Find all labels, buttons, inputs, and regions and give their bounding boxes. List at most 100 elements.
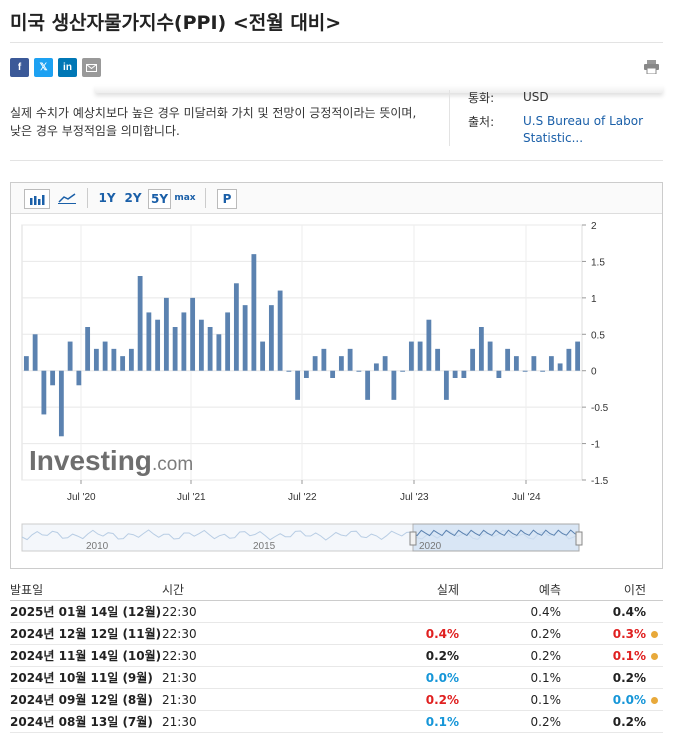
toolbar-separator <box>205 188 206 208</box>
bar <box>58 370 64 437</box>
bar <box>23 356 29 371</box>
bar <box>417 341 423 371</box>
info-panel-edge <box>95 85 663 93</box>
bar <box>382 356 388 371</box>
bar <box>452 370 458 378</box>
navigator-selected-series <box>412 529 580 537</box>
row-time: 21:30 <box>162 666 382 689</box>
linkedin-icon[interactable]: in <box>58 58 77 77</box>
row-previous: 0.3% <box>561 622 646 645</box>
bar <box>190 297 196 371</box>
divider <box>449 90 450 146</box>
y-tick-label: 2 <box>591 221 597 232</box>
alert-dot-icon[interactable] <box>651 630 658 638</box>
row-actual: 0.4% <box>382 622 459 645</box>
bar <box>181 312 187 371</box>
y-tick-label: -1 <box>591 440 600 451</box>
ppi-bar-chart: 2 1.5 1 0.5 0 -0.5 -1 -1.5 Jul '20 Jul '21 Jul '22… <box>21 221 609 552</box>
alert-dot-icon[interactable] <box>651 696 658 704</box>
bar <box>566 348 572 371</box>
row-forecast: 0.4% <box>459 600 561 623</box>
source-row: 출처: U.S Bureau of Labor Statistic... <box>468 113 643 145</box>
row-forecast: 0.1% <box>459 688 561 711</box>
header-date[interactable]: 발표일 <box>10 578 162 601</box>
row-time: 22:30 <box>162 600 382 623</box>
navigator-handle[interactable] <box>409 531 417 546</box>
bar <box>312 356 318 371</box>
header-previous[interactable]: 이전 <box>561 578 646 601</box>
table-row: 2025년 01월 14일 (12월) 22:30 0.4% 0.4% <box>10 600 663 623</box>
alert-dot-icon[interactable] <box>651 652 658 660</box>
row-forecast: 0.1% <box>459 666 561 689</box>
bar <box>225 312 231 371</box>
row-date: 2024년 11월 14일 (10월) <box>10 644 162 667</box>
bar <box>531 356 537 371</box>
header-time[interactable]: 시간 <box>162 578 382 601</box>
bar <box>128 348 134 371</box>
bar <box>251 254 257 371</box>
bar <box>102 341 108 371</box>
bar <box>461 370 467 378</box>
x-tick-label: Jul '21 <box>177 492 206 503</box>
table-header-row: 발표일 시간 실제 예측 이전 <box>10 578 663 601</box>
range-5y-button[interactable]: 5Y <box>148 189 171 209</box>
investing-logo-suffix: .com <box>152 454 193 475</box>
line-chart-icon[interactable] <box>55 189 79 207</box>
bar <box>146 312 152 371</box>
divider <box>10 160 663 161</box>
bar <box>408 341 414 371</box>
chart-toolbar: 1Y 2Y 5Y max P <box>11 183 662 214</box>
bar <box>295 370 301 400</box>
bar <box>540 370 546 372</box>
row-forecast: 0.2% <box>459 710 561 733</box>
bar <box>478 327 484 371</box>
bar <box>522 370 528 372</box>
x-tick-label: Jul '23 <box>400 492 429 503</box>
bar <box>85 327 91 371</box>
facebook-icon[interactable]: f <box>10 58 29 77</box>
bar <box>373 363 379 371</box>
table-row: 2024년 09월 12일 (8월) 21:30 0.2% 0.1% 0.0% <box>10 688 663 711</box>
bar <box>435 348 441 371</box>
navigator-handle[interactable] <box>575 531 583 546</box>
row-date: 2024년 12월 12일 (11월) <box>10 622 162 645</box>
row-previous: 0.2% <box>561 710 646 733</box>
y-tick-label: -1.5 <box>591 476 609 487</box>
twitter-icon[interactable]: 𝕏 <box>34 58 53 77</box>
navigator-year-label: 2020 <box>419 541 442 552</box>
share-bar: f 𝕏 in <box>10 58 101 77</box>
bar <box>198 319 204 371</box>
bar <box>216 334 222 371</box>
bar <box>172 327 178 371</box>
bar-chart-icon[interactable] <box>24 189 50 209</box>
header-actual[interactable]: 실제 <box>382 578 459 601</box>
bar <box>338 356 344 371</box>
bar <box>548 356 554 371</box>
bar <box>111 348 117 371</box>
bar <box>513 356 519 371</box>
source-link[interactable]: U.S Bureau of Labor Statistic... <box>523 114 644 145</box>
row-date: 2024년 10월 11일 (9월) <box>10 666 162 689</box>
print-icon[interactable] <box>644 60 659 74</box>
range-max-button[interactable]: max <box>174 193 196 203</box>
bar <box>76 370 82 386</box>
row-time: 21:30 <box>162 688 382 711</box>
row-previous: 0.1% <box>561 644 646 667</box>
p-button[interactable]: P <box>217 189 237 209</box>
row-previous: 0.0% <box>561 688 646 711</box>
range-2y-button[interactable]: 2Y <box>124 191 142 205</box>
email-icon[interactable] <box>82 58 101 77</box>
divider <box>10 42 663 43</box>
bar <box>557 363 563 371</box>
row-actual: 0.2% <box>382 688 459 711</box>
bar <box>277 290 283 371</box>
header-forecast[interactable]: 예측 <box>459 578 561 601</box>
bar <box>365 370 371 400</box>
bar <box>120 356 126 371</box>
y-tick-label: 0 <box>591 367 597 378</box>
bar <box>496 370 502 378</box>
row-actual: 0.2% <box>382 644 459 667</box>
range-1y-button[interactable]: 1Y <box>98 191 116 205</box>
bar <box>286 370 292 372</box>
bar <box>50 370 56 386</box>
